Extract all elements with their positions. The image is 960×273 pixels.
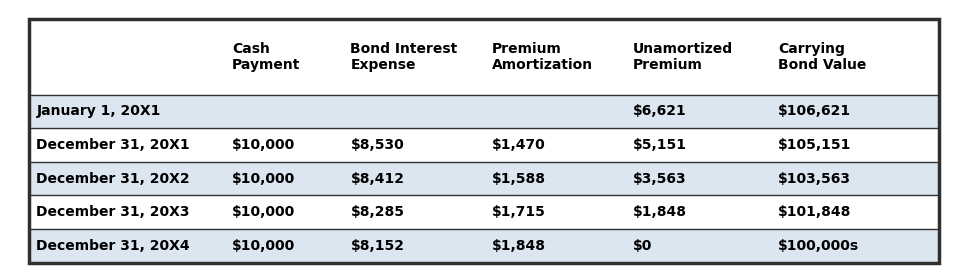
Bar <box>29 128 939 162</box>
Text: $8,285: $8,285 <box>350 205 404 219</box>
Text: $10,000: $10,000 <box>232 138 296 152</box>
Text: $1,715: $1,715 <box>492 205 545 219</box>
Text: Cash
Payment: Cash Payment <box>232 42 300 72</box>
Text: Carrying
Bond Value: Carrying Bond Value <box>779 42 867 72</box>
Text: $10,000: $10,000 <box>232 172 296 186</box>
Text: $5,151: $5,151 <box>633 138 686 152</box>
Text: $10,000: $10,000 <box>232 239 296 253</box>
Text: $106,621: $106,621 <box>779 104 852 118</box>
Text: $3,563: $3,563 <box>633 172 686 186</box>
Text: $101,848: $101,848 <box>779 205 852 219</box>
Bar <box>29 229 939 263</box>
Bar <box>29 195 939 229</box>
Text: Unamortized
Premium: Unamortized Premium <box>633 42 732 72</box>
Text: January 1, 20X1: January 1, 20X1 <box>36 104 161 118</box>
Text: Bond Interest
Expense: Bond Interest Expense <box>350 42 458 72</box>
Text: $0: $0 <box>633 239 652 253</box>
Text: $1,848: $1,848 <box>492 239 545 253</box>
Text: $1,848: $1,848 <box>633 205 686 219</box>
Text: $1,588: $1,588 <box>492 172 545 186</box>
Text: Premium
Amortization: Premium Amortization <box>492 42 592 72</box>
Text: December 31, 20X3: December 31, 20X3 <box>36 205 190 219</box>
Text: $105,151: $105,151 <box>779 138 852 152</box>
Bar <box>29 95 939 128</box>
Bar <box>29 19 939 95</box>
Text: $100,000s: $100,000s <box>779 239 859 253</box>
Text: December 31, 20X2: December 31, 20X2 <box>36 172 190 186</box>
Text: $6,621: $6,621 <box>633 104 686 118</box>
Text: December 31, 20X1: December 31, 20X1 <box>36 138 190 152</box>
Text: $1,470: $1,470 <box>492 138 545 152</box>
Text: $8,412: $8,412 <box>350 172 404 186</box>
Text: December 31, 20X4: December 31, 20X4 <box>36 239 190 253</box>
Text: $8,152: $8,152 <box>350 239 404 253</box>
Text: $8,530: $8,530 <box>350 138 404 152</box>
Text: $103,563: $103,563 <box>779 172 852 186</box>
Bar <box>29 19 939 263</box>
Text: $10,000: $10,000 <box>232 205 296 219</box>
Bar <box>29 162 939 195</box>
